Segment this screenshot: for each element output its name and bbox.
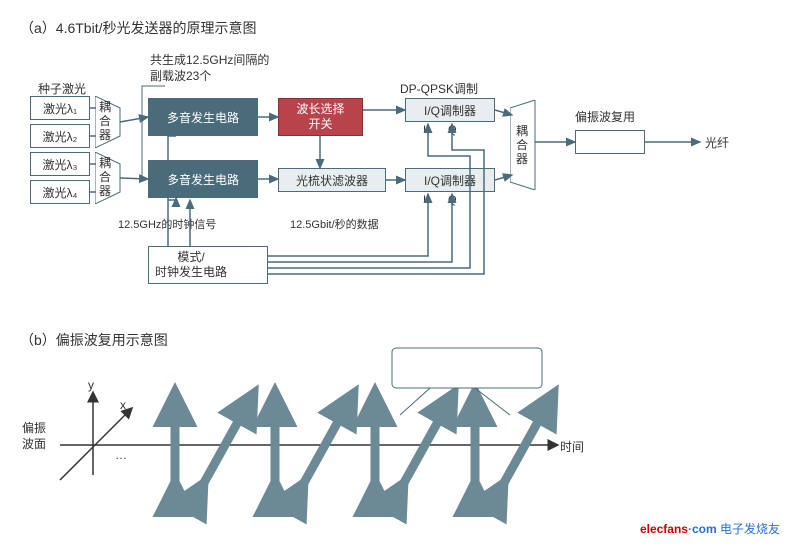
seed-laser-label: 种子激光 [38,80,86,97]
multitone-1-box: 多音发生电路 [148,98,258,136]
data-rate-label: 12.5Gbit/秒的数据 [290,216,379,232]
iq-mod-1-box: I/Q调制器 [405,98,495,122]
polmux-label: 偏振波复用 [575,108,635,125]
brand-footer: elecfans·com 电子发烧友 [640,520,780,537]
title-a: （a）4.6Tbit/秒光发送器的原理示意图 [20,18,256,38]
iq2-q: Q [448,194,457,206]
laser-3-box: 激光λ₃ [30,152,90,176]
coupler-2-label: 耦 合 器 [99,156,111,198]
x-label: x [120,398,126,412]
dots-label: … [115,448,127,462]
fiber-label: 光纤 [705,134,729,151]
polplane-label: 偏振 波面 [22,420,46,452]
y-label: y [88,378,94,392]
brand-part2: com [692,522,717,536]
comb-filter-box: 光梳状滤波器 [278,168,386,192]
polmux-box [575,130,645,154]
subcarrier-note: 共生成12.5GHz间隔的 副载波23个 [150,52,269,84]
brand-part1: elecfans [640,522,688,536]
brand-part3: 电子发烧友 [717,522,780,536]
iq1-q: Q [448,124,457,136]
mode-clock-box: 模式/ 时钟发生电路 [148,246,268,284]
laser-1-box: 激光λ₁ [30,96,90,120]
laser-4-box: 激光λ₄ [30,180,90,204]
output-coupler-label: 耦 合 器 [516,124,528,166]
iq1-i: I [423,124,426,136]
iq-mod-2-box: I/Q调制器 [405,168,495,192]
interleave-label: 交错排列X偏振波 、Y偏振波 [400,352,492,382]
clock-signal-label: 12.5GHz的时钟信号 [118,216,216,232]
time-label: 时间 [560,438,584,455]
title-b: （b）偏振波复用示意图 [20,330,168,350]
iq2-i: I [423,194,426,206]
dpqpsk-label: DP-QPSK调制 [400,80,478,97]
multitone-2-box: 多音发生电路 [148,160,258,198]
coupler-1-label: 耦 合 器 [99,100,111,142]
laser-2-box: 激光λ₂ [30,124,90,148]
wavelength-switch-box: 波长选择 开关 [278,98,363,136]
